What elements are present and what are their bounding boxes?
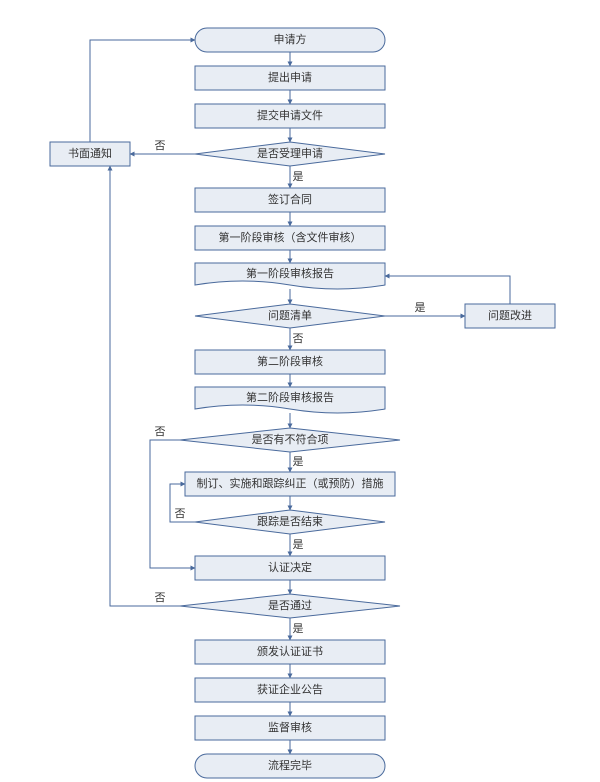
node-notice: 书面通知 xyxy=(50,142,130,166)
edge-notice-to-start xyxy=(90,40,195,142)
node-accept_dec: 是否受理申请 xyxy=(195,142,385,166)
node-stage1: 第一阶段审核（含文件审核） xyxy=(195,226,385,250)
node-announce: 获证企业公告 xyxy=(195,678,385,702)
node-label-nonconf_dec: 是否有不符合项 xyxy=(252,432,329,446)
node-nonconf_dec: 是否有不符合项 xyxy=(180,428,400,452)
flowchart: 是否是否是否是否是否申请方提出申请提交申请文件是否受理申请书面通知签订合同第一阶… xyxy=(0,0,600,782)
node-cert_dec_box: 认证决定 xyxy=(195,556,385,580)
node-end: 流程完毕 xyxy=(195,754,385,778)
edge-label-pass_dec-to-notice: 否 xyxy=(155,592,166,604)
node-pass_dec: 是否通过 xyxy=(180,594,400,618)
edge-nonconf_dec-to-cert_dec_box xyxy=(150,440,195,568)
node-label-improve: 问题改进 xyxy=(488,308,532,322)
edge-label-accept_dec-to-contract: 是 xyxy=(293,170,304,183)
edge-label-trackend_dec-to-cert_dec_box: 是 xyxy=(293,538,304,551)
node-label-stage1rep: 第一阶段审核报告 xyxy=(246,266,334,280)
edge-label-nonconf_dec-to-cert_dec_box: 否 xyxy=(155,426,166,438)
node-submit: 提交申请文件 xyxy=(195,104,385,128)
edge-label-trackend_dec-to-corrective: 否 xyxy=(175,508,186,520)
node-label-stage1: 第一阶段审核（含文件审核） xyxy=(219,230,362,244)
node-label-issue_cert: 颁发认证证书 xyxy=(257,644,323,658)
node-label-stage2: 第二阶段审核 xyxy=(257,354,323,368)
node-label-accept_dec: 是否受理申请 xyxy=(257,147,323,160)
edge-label-pass_dec-to-issue_cert: 是 xyxy=(293,622,304,635)
node-label-notice: 书面通知 xyxy=(68,146,112,160)
node-label-submit: 提交申请文件 xyxy=(257,108,323,122)
edge-label-nonconf_dec-to-corrective: 是 xyxy=(293,455,304,468)
node-contract: 签订合同 xyxy=(195,188,385,212)
node-stage1rep: 第一阶段审核报告 xyxy=(195,263,385,289)
node-label-contract: 签订合同 xyxy=(268,192,312,206)
node-apply: 提出申请 xyxy=(195,66,385,90)
node-issues_dec: 问题清单 xyxy=(195,304,385,328)
node-label-issues_dec: 问题清单 xyxy=(268,309,312,322)
node-label-pass_dec: 是否通过 xyxy=(268,599,312,612)
node-improve: 问题改进 xyxy=(465,304,555,328)
edge-label-issues_dec-to-improve: 是 xyxy=(415,301,426,314)
edge-label-accept_dec-to-notice: 否 xyxy=(155,140,166,152)
node-label-end: 流程完毕 xyxy=(268,758,312,772)
node-stage2: 第二阶段审核 xyxy=(195,350,385,374)
node-label-stage2rep: 第二阶段审核报告 xyxy=(246,390,334,404)
node-issue_cert: 颁发认证证书 xyxy=(195,640,385,664)
node-stage2rep: 第二阶段审核报告 xyxy=(195,387,385,413)
node-label-cert_dec_box: 认证决定 xyxy=(268,560,312,574)
node-label-corrective: 制订、实施和跟踪纠正（或预防）措施 xyxy=(197,476,384,490)
node-trackend_dec: 跟踪是否结束 xyxy=(195,510,385,534)
node-label-announce: 获证企业公告 xyxy=(257,682,323,696)
node-label-start: 申请方 xyxy=(274,32,307,46)
node-label-trackend_dec: 跟踪是否结束 xyxy=(257,514,323,528)
edge-pass_dec-to-notice xyxy=(110,166,180,606)
node-corrective: 制订、实施和跟踪纠正（或预防）措施 xyxy=(185,472,395,496)
node-supervise: 监督审核 xyxy=(195,716,385,740)
node-start: 申请方 xyxy=(195,28,385,52)
node-label-apply: 提出申请 xyxy=(268,70,312,84)
node-label-supervise: 监督审核 xyxy=(268,720,312,734)
edge-label-issues_dec-to-stage2: 否 xyxy=(293,333,304,345)
edge-improve-to-stage1rep xyxy=(385,276,510,304)
nodes-layer: 申请方提出申请提交申请文件是否受理申请 书面通知签订合同第一阶段审核（含文件审核）… xyxy=(50,28,555,778)
